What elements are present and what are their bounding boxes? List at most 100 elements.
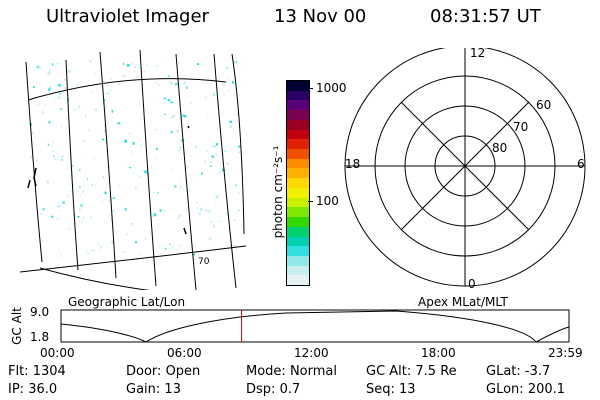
emission-pixel	[104, 140, 108, 144]
emission-pixel	[232, 81, 235, 84]
emission-pixel	[217, 173, 219, 175]
emission-pixel	[87, 252, 89, 254]
orbit-plot-frame	[60, 309, 570, 343]
emission-pixel	[206, 150, 208, 152]
emission-pixel	[158, 83, 160, 86]
emission-pixel	[78, 185, 82, 189]
colorbar-segment	[287, 226, 309, 237]
emission-pixel	[172, 114, 176, 118]
emission-pixel	[178, 252, 182, 254]
emission-pixel	[239, 62, 241, 65]
emission-pixel	[205, 96, 207, 99]
orbit-xtick-label: 00:00	[40, 346, 75, 360]
emission-pixel	[204, 160, 206, 163]
emission-pixel	[48, 69, 51, 72]
emission-pixel	[129, 167, 132, 169]
emission-pixel	[186, 86, 188, 89]
emission-pixel	[58, 204, 61, 208]
coastline-fragments	[27, 125, 190, 235]
mlat-label-60: 60	[536, 98, 552, 112]
emission-pixel	[191, 178, 193, 181]
emission-pixel	[186, 165, 189, 168]
emission-pixel	[30, 123, 32, 126]
emission-pixel	[91, 91, 93, 93]
emission-pixel	[95, 183, 97, 186]
colorbar-segment	[287, 90, 309, 101]
emission-pixel	[156, 147, 158, 150]
emission-pixel	[131, 223, 133, 225]
latitude-line	[27, 78, 227, 101]
emission-pixel	[223, 93, 225, 96]
emission-pixel	[211, 146, 214, 148]
emission-pixel	[104, 106, 107, 109]
emission-pixel	[103, 99, 106, 102]
emission-pixel	[213, 145, 215, 148]
emission-pixel	[172, 245, 174, 249]
emission-pixel	[144, 170, 148, 174]
emission-pixel	[210, 221, 212, 223]
emission-pixel	[60, 125, 63, 128]
emission-pixel	[131, 61, 133, 65]
emission-pixel	[48, 121, 51, 124]
latitude-line	[39, 267, 150, 290]
colorbar-segment	[287, 217, 309, 227]
emission-pixel	[91, 250, 94, 252]
emission-pixel	[89, 60, 92, 63]
emission-pixel	[56, 218, 60, 221]
emission-pixel	[199, 207, 203, 211]
emission-pixel	[61, 155, 64, 158]
emission-pixel	[220, 220, 222, 223]
emission-pixel	[233, 245, 237, 248]
emission-pixel	[46, 180, 50, 184]
status-flt: Flt: 1304	[8, 364, 66, 379]
orbit-xtick-label: 12:00	[294, 346, 329, 360]
emission-pixel	[108, 199, 111, 201]
emission-pixel	[112, 210, 115, 213]
emission-pixel	[179, 147, 182, 149]
orbit-ytick-label: 1.8	[30, 330, 50, 344]
emission-pixel	[68, 70, 72, 72]
emission-pixel	[237, 209, 241, 212]
emission-pixel	[89, 216, 92, 218]
lat-line-label: 70	[198, 257, 210, 267]
emission-pixel	[76, 83, 78, 87]
emission-pixel	[149, 97, 151, 99]
emission-pixel	[215, 204, 217, 207]
geographic-grid	[19, 49, 247, 290]
emission-pixel	[36, 104, 40, 106]
status-glon: GLon: 200.1	[486, 382, 566, 397]
emission-pixel	[48, 88, 51, 92]
emission-pixel	[235, 61, 237, 64]
colorbar-tick-label: 1000	[316, 81, 347, 95]
emission-pixel	[165, 247, 167, 251]
emission-pixel	[213, 224, 215, 228]
emission-pixel	[195, 145, 198, 149]
emission-pixel	[192, 253, 195, 256]
colorbar-segment	[287, 119, 309, 130]
emission-pixel	[226, 162, 229, 165]
emission-pixel	[139, 176, 142, 178]
emission-pixel	[238, 145, 242, 148]
emission-pixel	[183, 81, 186, 85]
emission-pixel	[61, 159, 63, 161]
status-door: Door: Open	[126, 364, 201, 379]
emission-pixel	[163, 208, 165, 212]
emission-pixel	[54, 157, 57, 160]
emission-pixel	[128, 133, 131, 135]
emission-pixel	[229, 125, 232, 128]
emission-pixel	[132, 151, 134, 154]
emission-pixel	[197, 207, 199, 210]
colorbar-segment	[287, 129, 309, 140]
emission-pixel	[193, 243, 195, 247]
emission-pixel	[90, 183, 93, 186]
emission-pixel	[132, 142, 135, 145]
emission-pixel	[78, 208, 81, 211]
emission-pixel	[83, 183, 86, 185]
emission-pixel	[198, 212, 201, 216]
emission-pixel	[178, 62, 180, 64]
emission-pixel	[154, 129, 157, 131]
emission-pixel	[238, 191, 240, 195]
colorbar-segment	[287, 149, 309, 159]
emission-pixel	[62, 201, 65, 204]
